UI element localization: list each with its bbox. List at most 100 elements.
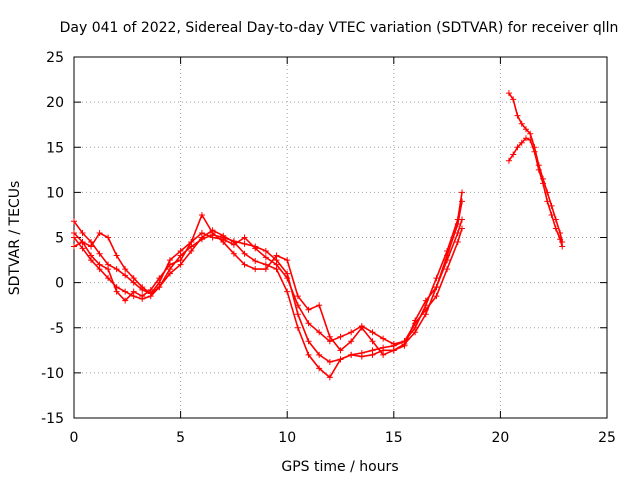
- data-point: [390, 340, 397, 347]
- data-point: [130, 275, 137, 282]
- data-point: [369, 351, 376, 358]
- data-point: [459, 216, 466, 223]
- y-tick-label: 15: [46, 140, 64, 156]
- data-point: [422, 306, 429, 313]
- data-point: [459, 189, 466, 196]
- data-point: [557, 236, 564, 243]
- data-point: [514, 112, 521, 119]
- data-point: [459, 225, 466, 232]
- x-tick-label: 10: [278, 430, 296, 446]
- data-point: [518, 139, 525, 146]
- data-point: [105, 234, 112, 241]
- data-point: [380, 351, 387, 358]
- data-point: [198, 229, 205, 236]
- data-point: [326, 374, 333, 381]
- series-track-d: [71, 198, 466, 358]
- y-tick-label: 5: [55, 231, 64, 247]
- data-point: [535, 166, 542, 173]
- data-point: [412, 317, 419, 324]
- series-line: [73, 219, 463, 379]
- x-tick-label: 25: [598, 430, 616, 446]
- x-tick-label: 5: [176, 430, 185, 446]
- data-point: [510, 96, 517, 103]
- data-point: [284, 288, 291, 295]
- data-point: [122, 272, 129, 279]
- y-axis-label: SDTVAR / TECUs: [7, 181, 23, 296]
- data-point: [305, 320, 312, 327]
- data-point: [552, 225, 559, 232]
- data-point: [294, 302, 301, 309]
- data-point: [252, 266, 259, 273]
- data-point: [177, 248, 184, 255]
- y-tick-label: -10: [41, 366, 64, 382]
- series-track-f: [505, 135, 566, 250]
- data-point: [444, 252, 451, 259]
- x-tick-label: 20: [491, 430, 509, 446]
- data-point: [105, 266, 112, 273]
- data-point: [337, 356, 344, 363]
- y-tick-label: 0: [55, 276, 64, 292]
- data-point: [433, 293, 440, 300]
- data-point: [348, 329, 355, 336]
- data-point: [156, 275, 163, 282]
- y-tick-label: -15: [41, 411, 64, 427]
- data-point: [220, 239, 227, 246]
- data-point: [348, 338, 355, 345]
- x-axis-label: GPS time / hours: [281, 459, 398, 475]
- data-point: [262, 248, 269, 255]
- data-point: [71, 229, 77, 236]
- data-point: [358, 324, 365, 331]
- chart-title: Day 041 of 2022, Sidereal Day-to-day VTE…: [60, 20, 619, 36]
- data-point: [326, 359, 333, 366]
- data-point: [294, 293, 301, 300]
- data-point: [316, 365, 323, 372]
- data-point: [412, 329, 419, 336]
- data-point: [96, 261, 103, 268]
- data-point: [262, 266, 269, 273]
- data-point: [113, 288, 120, 295]
- data-point: [262, 254, 269, 261]
- series-track-e: [505, 90, 566, 246]
- data-point: [147, 286, 154, 293]
- data-point: [130, 288, 137, 295]
- data-point: [305, 306, 312, 313]
- data-point: [252, 257, 259, 264]
- data-series: [71, 90, 566, 381]
- data-point: [88, 243, 95, 250]
- data-point: [113, 252, 120, 259]
- data-point: [122, 288, 129, 295]
- data-point: [390, 347, 397, 354]
- data-point: [79, 229, 86, 236]
- data-point: [505, 157, 512, 164]
- data-point: [273, 261, 280, 268]
- data-point: [139, 293, 146, 300]
- data-point: [454, 220, 461, 227]
- data-point: [522, 126, 529, 133]
- data-point: [209, 229, 216, 236]
- x-tick-label: 15: [385, 430, 403, 446]
- data-point: [348, 351, 355, 358]
- data-point: [198, 211, 205, 218]
- data-point: [522, 135, 529, 142]
- x-axis-ticks: 0 5 10 15 20 25: [70, 57, 616, 446]
- y-tick-label: -5: [50, 321, 64, 337]
- data-point: [527, 130, 534, 137]
- y-axis-ticks: -15 -10 -5 0 5 10 15 20 25: [41, 50, 607, 427]
- data-point: [113, 266, 120, 273]
- data-point: [422, 297, 429, 304]
- data-point: [166, 270, 173, 277]
- data-point: [316, 302, 323, 309]
- series-track-c: [71, 225, 466, 347]
- data-point: [305, 351, 312, 358]
- data-point: [316, 351, 323, 358]
- data-point: [531, 148, 538, 155]
- data-point: [433, 275, 440, 282]
- data-point: [454, 229, 461, 236]
- data-point: [527, 137, 534, 144]
- data-point: [518, 120, 525, 127]
- data-point: [88, 252, 95, 259]
- y-tick-label: 10: [46, 185, 64, 201]
- data-point: [284, 275, 291, 282]
- data-point: [188, 239, 195, 246]
